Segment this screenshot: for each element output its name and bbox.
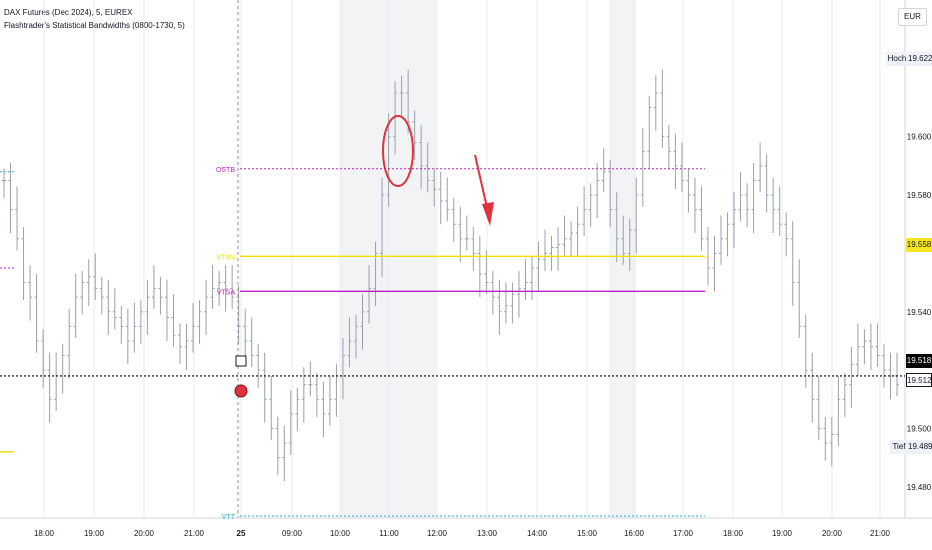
x-tick-label: 21:00 — [870, 529, 891, 538]
x-tick-label: 21:00 — [184, 529, 205, 538]
x-tick-label: 13:00 — [477, 529, 498, 538]
x-tick-label: 25 — [237, 529, 246, 538]
symbol-title[interactable]: DAX Futures (Dec 2024), 5, EUREX — [4, 8, 133, 17]
level-label-vtsa: VTSA — [217, 289, 236, 296]
y-tick-label: 19.580 — [907, 191, 932, 200]
x-tick-label: 11:00 — [379, 529, 399, 538]
level-label-vtsn: VTSN — [216, 254, 235, 261]
x-tick-label: 18:00 — [34, 529, 55, 538]
red-circle-marker — [234, 384, 248, 398]
x-tick-label: 19:00 — [772, 529, 793, 538]
red-ellipse-highlight — [382, 115, 414, 187]
x-tick-label: 16:00 — [624, 529, 645, 538]
session-shade — [609, 0, 636, 518]
y-tick-label: 19.500 — [907, 424, 932, 433]
x-tick-label: 19:00 — [84, 529, 105, 538]
currency-button[interactable]: EUR — [898, 8, 927, 26]
high-label: Hoch — [886, 52, 908, 66]
vtsn-price-tag: 19.558 — [906, 238, 932, 252]
low-value: 19.489 — [908, 440, 932, 454]
x-tick-label: 10:00 — [330, 529, 351, 538]
red-arrow-head — [482, 202, 494, 226]
y-tick-label: 19.600 — [907, 133, 932, 142]
session-marker-box — [235, 355, 247, 367]
session-shade — [340, 0, 436, 518]
y-tick-label: 19.540 — [907, 308, 932, 317]
x-tick-label: 20:00 — [134, 529, 155, 538]
x-tick-label: 12:00 — [427, 529, 448, 538]
high-value: 19.622 — [908, 52, 932, 66]
level-label-vtt: VTT — [222, 514, 236, 521]
x-tick-label: 09:00 — [282, 529, 303, 538]
close-price-tag: 19.518 — [906, 354, 932, 368]
x-tick-label: 15:00 — [577, 529, 598, 538]
x-tick-label: 18:00 — [723, 529, 744, 538]
y-tick-label: 19.480 — [907, 483, 932, 492]
x-tick-label: 17:00 — [673, 529, 694, 538]
x-tick-label: 14:00 — [527, 529, 548, 538]
last-price-tag: 19.512 — [906, 373, 932, 387]
level-label-ostb: OSTB — [216, 167, 235, 174]
low-label: Tief — [890, 440, 908, 454]
red-arrow-shaft — [474, 154, 489, 213]
x-tick-label: 20:00 — [822, 529, 843, 538]
